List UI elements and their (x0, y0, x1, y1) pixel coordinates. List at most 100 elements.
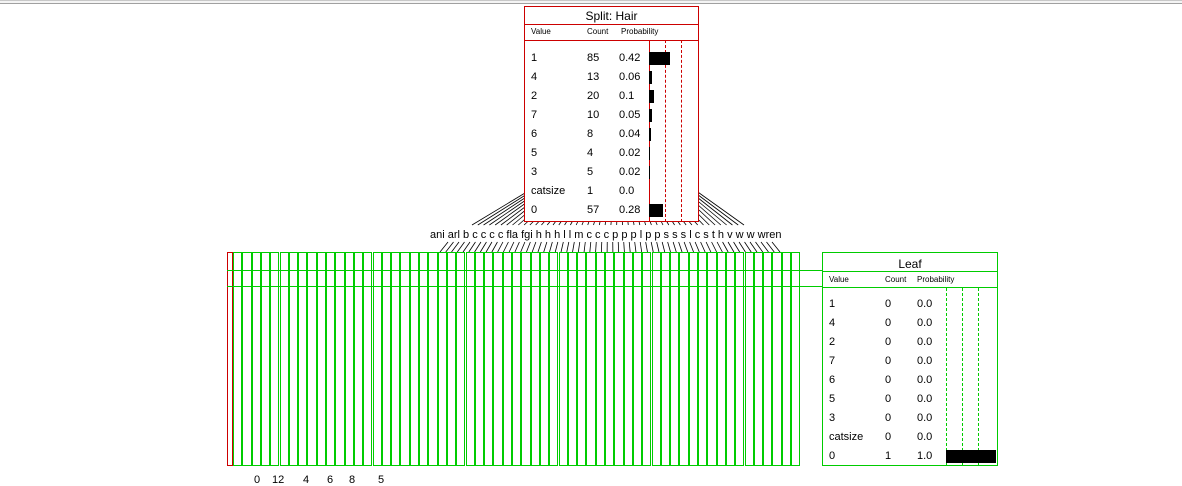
cell-count: 13 (587, 68, 599, 87)
tree-edge-lower (651, 242, 653, 252)
cell-count: 57 (587, 201, 599, 220)
leaf-node-collapsed[interactable] (233, 252, 242, 466)
cell-count: 0 (885, 352, 891, 371)
leaf-node-collapsed[interactable] (652, 252, 661, 466)
leaf-node-header: Value Count Probability (823, 273, 997, 287)
tree-edge-lower (521, 242, 525, 252)
probability-bar (649, 128, 651, 141)
leaf-node-collapsed[interactable] (382, 252, 391, 466)
leaf-node-collapsed[interactable] (466, 252, 475, 466)
leaf-node-collapsed[interactable] (391, 252, 400, 466)
leaf-node-collapsed[interactable] (540, 252, 549, 466)
leaf-node-collapsed[interactable] (670, 252, 679, 466)
leaf-node-collapsed[interactable] (456, 252, 465, 466)
leaf-node-collapsed[interactable] (679, 252, 688, 466)
leaf-node-collapsed[interactable] (512, 252, 521, 466)
leaf-node-collapsed[interactable] (605, 252, 614, 466)
tree-edge-lower (739, 242, 745, 252)
leaf-node-collapsed[interactable] (782, 252, 791, 466)
leaf-node-collapsed[interactable] (661, 252, 670, 466)
leaf-node-collapsed[interactable] (624, 252, 633, 466)
cell-probability: 0.0 (917, 314, 932, 333)
leaf-node-collapsed[interactable] (317, 252, 326, 466)
tree-edge-lower (480, 242, 486, 252)
leaf-node-collapsed[interactable] (289, 252, 298, 466)
leaf-node-collapsed[interactable] (400, 252, 409, 466)
leaf-node-collapsed[interactable] (242, 252, 251, 466)
cell-value: 1 (829, 295, 835, 314)
leaf-node-collapsed[interactable] (419, 252, 428, 466)
cell-value: 4 (829, 314, 835, 333)
header-count: Count (587, 25, 608, 39)
leaf-node-collapsed[interactable] (531, 252, 540, 466)
cell-probability: 0.0 (619, 182, 634, 201)
leaf-node-collapsed[interactable] (642, 252, 651, 466)
leaf-node-collapsed[interactable] (410, 252, 419, 466)
leaf-node-collapsed[interactable] (586, 252, 595, 466)
cell-probability: 0.0 (917, 409, 932, 428)
leaf-node-collapsed[interactable] (568, 252, 577, 466)
leaf-node-collapsed[interactable] (307, 252, 316, 466)
tree-edge-lower (712, 242, 717, 252)
leaf-node-collapsed[interactable] (280, 252, 289, 466)
leaf-node-collapsed[interactable] (373, 252, 382, 466)
cell-count: 0 (885, 409, 891, 428)
leaf-node-collapsed[interactable] (428, 252, 437, 466)
leaf-node-collapsed[interactable] (252, 252, 261, 466)
bottom-label: 5 (378, 474, 384, 486)
tree-edge-lower (701, 242, 705, 252)
leaf-node-collapsed[interactable] (438, 252, 447, 466)
leaf-node-collapsed[interactable] (707, 252, 716, 466)
leaf-node-collapsed[interactable] (791, 252, 800, 466)
leaf-node-collapsed[interactable] (261, 252, 270, 466)
leaf-node-collapsed[interactable] (363, 252, 372, 466)
cell-value: 0 (829, 447, 835, 466)
leaf-node-collapsed[interactable] (503, 252, 512, 466)
probability-bar (649, 204, 663, 217)
leaf-node-collapsed[interactable] (326, 252, 335, 466)
leaf-node-collapsed[interactable] (689, 252, 698, 466)
cell-value: 2 (829, 333, 835, 352)
leaf-node-collapsed[interactable] (633, 252, 642, 466)
leaf-node-collapsed[interactable] (726, 252, 735, 466)
tree-edge-lower (640, 242, 641, 252)
leaf-node-collapsed[interactable] (596, 252, 605, 466)
leaf-node-collapsed[interactable] (298, 252, 307, 466)
header-value: Value (829, 273, 849, 287)
leaf-node-collapsed[interactable] (559, 252, 568, 466)
leaf-node-collapsed[interactable] (270, 252, 279, 466)
leaf-node-collapsed[interactable] (493, 252, 502, 466)
bottom-label: 0 (254, 474, 260, 486)
leaf-node-collapsed[interactable] (447, 252, 456, 466)
cell-probability: 0.04 (619, 125, 640, 144)
leaf-node-collapsed[interactable] (745, 252, 754, 466)
leaf-node-collapsed[interactable] (345, 252, 354, 466)
tree-edge-lower (646, 242, 648, 252)
leaf-node-collapsed[interactable] (521, 252, 530, 466)
leaf-node-collapsed[interactable] (335, 252, 344, 466)
probability-bar (649, 109, 652, 122)
cell-probability: 0.0 (917, 333, 932, 352)
leaf-node-collapsed[interactable] (698, 252, 707, 466)
cell-probability: 0.1 (619, 87, 634, 106)
tree-edge-lower (538, 242, 541, 252)
tree-edge-lower (662, 242, 665, 252)
cell-probability: 0.02 (619, 144, 640, 163)
leaf-node-collapsed[interactable] (475, 252, 484, 466)
leaf-node-collapsed[interactable] (549, 252, 558, 466)
leaf-node-collapsed[interactable] (614, 252, 623, 466)
tree-edge-lower (590, 242, 591, 252)
leaf-node-collapsed[interactable] (772, 252, 781, 466)
leaf-node-collapsed[interactable] (735, 252, 744, 466)
leaf-node-collapsed[interactable] (484, 252, 493, 466)
leaf-node-collapsed[interactable] (763, 252, 772, 466)
tree-edge-lower (555, 242, 558, 252)
leaf-node-collapsed[interactable] (754, 252, 763, 466)
leaf-node-collapsed[interactable] (354, 252, 363, 466)
leaf-node-collapsed[interactable] (577, 252, 586, 466)
tree-edge-lower (728, 242, 734, 252)
leaf-row-divider (227, 286, 822, 287)
leaf-node-collapsed[interactable] (717, 252, 726, 466)
